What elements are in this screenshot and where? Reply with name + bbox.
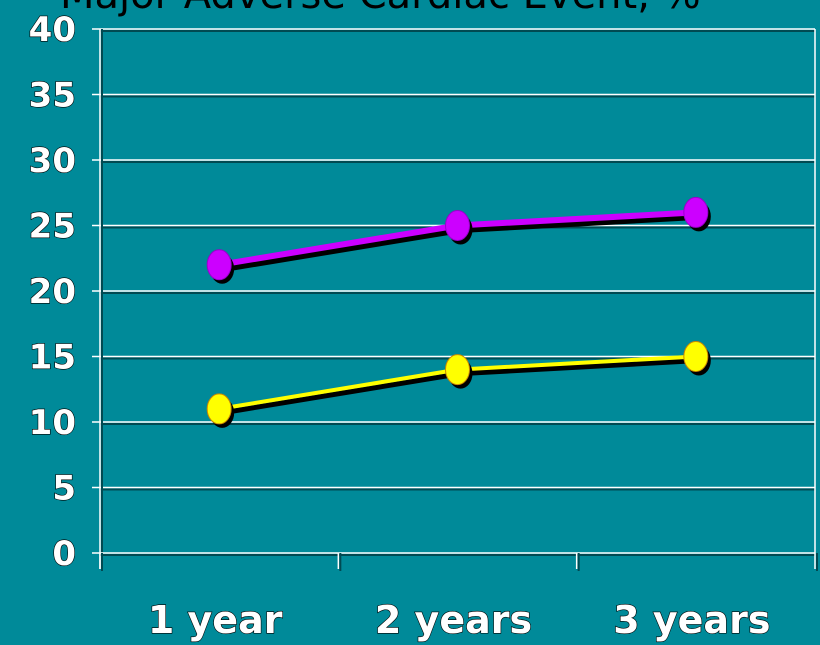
series-0-point-1 bbox=[445, 210, 470, 241]
y-tick-label-35: 35 bbox=[29, 76, 76, 116]
gridlines bbox=[100, 28, 815, 491]
axes bbox=[92, 28, 818, 571]
y-tick-label-25: 25 bbox=[29, 207, 76, 247]
series-group bbox=[206, 196, 711, 428]
y-tick-label-40: 40 bbox=[29, 10, 76, 50]
y-tick-label-30: 30 bbox=[29, 141, 76, 181]
y-tick-label-0: 0 bbox=[52, 534, 76, 574]
chart-title: Major Adverse Cardiac Event, % bbox=[60, 0, 701, 18]
x-tick-label-2: 3 years bbox=[613, 598, 770, 642]
y-tick-label-10: 10 bbox=[29, 403, 76, 443]
series-1-point-0 bbox=[206, 393, 232, 425]
series-0-point-0 bbox=[206, 249, 232, 281]
y-tick-label-20: 20 bbox=[29, 272, 76, 312]
x-tick-label-1: 2 years bbox=[375, 598, 532, 642]
y-tick-label-15: 15 bbox=[29, 338, 76, 378]
series-0-point-2 bbox=[683, 196, 709, 228]
x-tick-label-0: 1 year bbox=[148, 598, 283, 642]
series-1-point-1 bbox=[445, 354, 470, 386]
y-tick-label-5: 5 bbox=[52, 469, 76, 509]
series-1-point-2 bbox=[683, 341, 709, 372]
tick-labels: 0 5 10 15 20 25 30 35 40 1 year 2 years 3 years bbox=[28, 9, 771, 642]
